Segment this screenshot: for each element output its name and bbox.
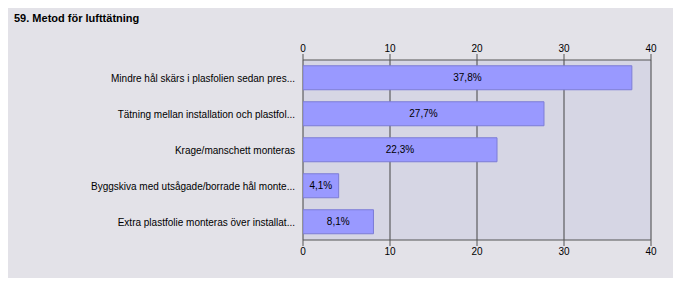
- svg-text:40: 40: [645, 43, 657, 54]
- svg-text:8,1%: 8,1%: [327, 216, 350, 227]
- svg-text:Byggskiva med utsågade/borrade: Byggskiva med utsågade/borrade hål monte…: [91, 181, 295, 192]
- svg-text:20: 20: [471, 43, 483, 54]
- svg-text:40: 40: [645, 246, 657, 257]
- svg-text:Krage/manschett monteras: Krage/manschett monteras: [175, 145, 295, 156]
- svg-text:Tätning mellan installation oc: Tätning mellan installation och plastfol…: [118, 109, 295, 120]
- svg-text:27,7%: 27,7%: [409, 108, 437, 119]
- svg-text:Mindre hål skärs i plasfolien: Mindre hål skärs i plasfolien sedan pres…: [111, 73, 295, 84]
- svg-text:0: 0: [300, 43, 306, 54]
- svg-text:30: 30: [558, 246, 570, 257]
- html-text:59. Metod för lufttätning: 59. Metod för lufttätning: [14, 12, 140, 24]
- svg-text:Extra plastfolie monteras över: Extra plastfolie monteras över installat…: [118, 217, 295, 228]
- svg-text:20: 20: [471, 246, 483, 257]
- svg-text:30: 30: [558, 43, 570, 54]
- svg-text:4,1%: 4,1%: [309, 180, 332, 191]
- svg-text:10: 10: [384, 246, 396, 257]
- svg-text:22,3%: 22,3%: [386, 144, 414, 155]
- svg-text:37,8%: 37,8%: [453, 72, 481, 83]
- svg-text:10: 10: [384, 43, 396, 54]
- svg-text:0: 0: [300, 246, 306, 257]
